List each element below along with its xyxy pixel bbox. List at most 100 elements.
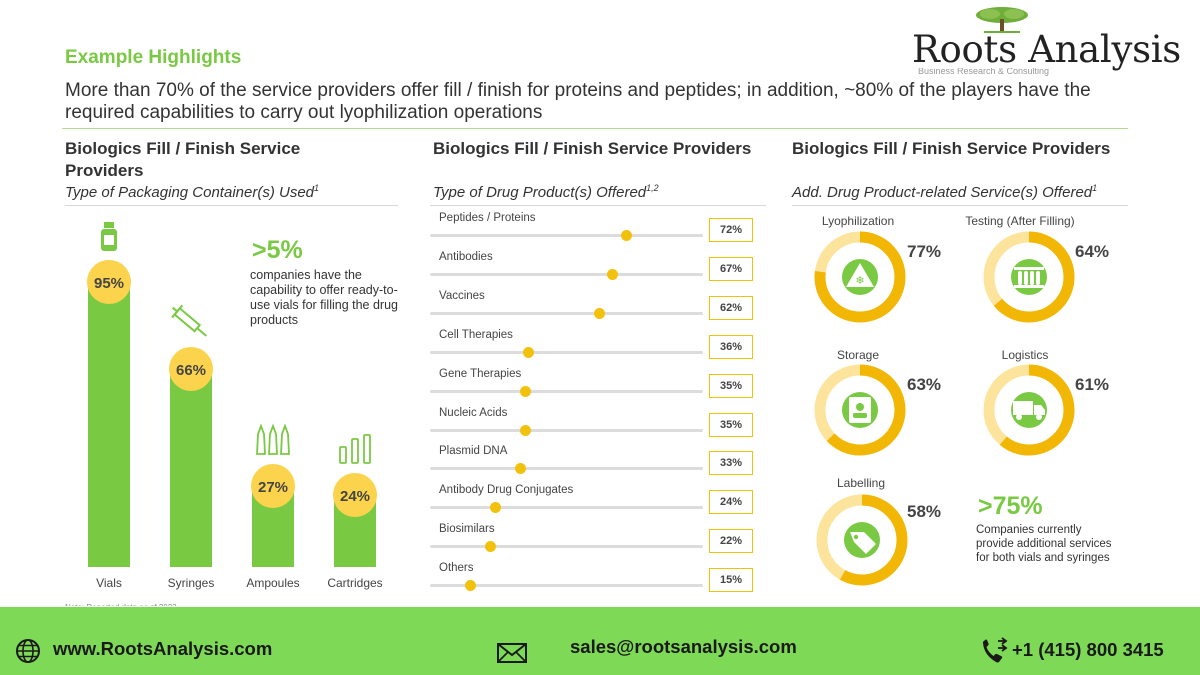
slider-label: Vaccines — [439, 289, 485, 302]
slider-value-box: 36% — [709, 334, 753, 359]
donut-filled-arc — [983, 364, 1075, 456]
panel3-callout-text: Companies currently provide additional s… — [976, 524, 1112, 564]
donut-value-label: 64% — [1075, 242, 1110, 261]
phone-icon — [983, 637, 1008, 663]
slider-knob — [514, 463, 526, 475]
slider-row-vaccines: Vaccines 62% — [430, 290, 760, 326]
syringe-icon — [171, 304, 207, 337]
panel3-callout-value: >75% — [978, 492, 1043, 520]
email-link[interactable]: sales@rootsanalysis.com — [570, 636, 797, 657]
slider-knob — [484, 541, 496, 553]
bar-label-circle — [169, 347, 213, 391]
slider-row-gene-therapies: Gene Therapies 35% — [430, 368, 760, 404]
slider-row-antibody-drug-conjugates: Antibody Drug Conjugates 24% — [430, 484, 760, 520]
slider-track — [430, 350, 703, 354]
bar-value-label: 95% — [94, 275, 124, 292]
packaging-container-bar-chart: 95% Vials 66% Syringes 27% Ampoules 24% Cartrid… — [87, 222, 383, 590]
bar-group-syringes: 66% Syringes — [168, 304, 215, 590]
website-link[interactable]: www.RootsAnalysis.com — [53, 638, 273, 659]
slider-value-box: 15% — [709, 568, 753, 593]
bar-label-circle — [333, 473, 377, 517]
svg-text:❄: ❄ — [855, 274, 864, 287]
footer: www.RootsAnalysis.com sales@rootsanalysi… — [0, 607, 1200, 675]
slider-knob — [520, 385, 532, 397]
donut-filled-arc — [983, 231, 1075, 323]
donut-testing-after-filling — [983, 231, 1075, 323]
panel1-subtitle: Type of Packaging Container(s) Used1 — [65, 183, 320, 201]
donut-filled-arc — [814, 364, 906, 456]
slider-value-box: 33% — [709, 451, 753, 476]
category-label: Syringes — [168, 576, 215, 590]
cartridge-icon — [339, 434, 371, 464]
slider-track — [430, 272, 703, 276]
donut-label-labelling: Labelling — [836, 476, 886, 490]
slider-track — [430, 234, 703, 237]
page-title: Example Highlights — [65, 47, 242, 68]
email-icon — [497, 643, 527, 663]
bar-value-label: 24% — [340, 488, 370, 505]
donut-logistics — [983, 364, 1075, 456]
slider-label: Plasmid DNA — [439, 445, 508, 458]
phone-link[interactable]: +1 (415) 800 3415 — [1012, 639, 1164, 660]
bar-vials — [88, 282, 130, 567]
bar-label-circle — [87, 260, 131, 304]
slider-row-plasmid-dna: Plasmid DNA 33% — [430, 445, 760, 481]
bar-syringes — [170, 369, 212, 567]
donut-label-storage: Storage — [836, 348, 880, 362]
panel2-title: Biologics Fill / Finish Service Provider… — [433, 139, 752, 158]
slider-track — [430, 428, 703, 432]
slider-label: Gene Therapies — [439, 367, 522, 380]
category-label: Cartridges — [327, 576, 382, 590]
donut-lyophilization: ❄ — [814, 231, 906, 323]
slider-value-box: 67% — [709, 256, 753, 281]
slider-track — [430, 506, 703, 510]
slider-label: Cell Therapies — [439, 328, 513, 341]
bar-label-circle — [251, 464, 295, 508]
slider-value-box: 62% — [709, 295, 753, 320]
panel3-title: Biologics Fill / Finish Service Provider… — [792, 139, 1111, 158]
headline: More than 70% of the service providers o… — [65, 80, 1091, 123]
panel1-callout-text: companies have the capability to offer r… — [250, 268, 398, 327]
bar-group-vials: 95% Vials — [87, 222, 131, 590]
slider-knob — [607, 268, 619, 280]
snowflake-icon: ❄ — [846, 263, 874, 287]
slider-value-box: 22% — [709, 529, 753, 554]
slider-label: Nucleic Acids — [439, 406, 508, 419]
slider-row-others: Others 15% — [430, 562, 760, 598]
donut-value-label: 77% — [907, 242, 942, 261]
slider-row-antibodies: Antibodies 67% — [430, 251, 760, 287]
footnote: Note: Reported data as of 2023 — [65, 603, 215, 606]
slider-row-nucleic-acids: Nucleic Acids 35% — [430, 407, 760, 443]
slider-knob — [593, 307, 605, 319]
slider-track — [430, 545, 703, 549]
slider-track — [430, 584, 703, 588]
slider-value-box: 35% — [709, 373, 753, 398]
donut-icon-bg — [1011, 259, 1047, 295]
truck-icon — [1013, 401, 1045, 420]
panel3-rule — [792, 205, 1128, 206]
panel1-callout-value: >5% — [252, 236, 303, 264]
category-label: Vials — [96, 576, 122, 590]
slider-track — [430, 467, 703, 471]
bar-value-label: 66% — [176, 362, 206, 379]
slider-label: Peptides / Proteins — [439, 212, 536, 224]
panel1-rule — [65, 205, 398, 206]
panel3-subtitle: Add. Drug Product-related Service(s) Off… — [792, 183, 1098, 201]
donut-label-testing-after-filling: Testing (After Filling) — [965, 214, 1075, 228]
slider-track — [430, 311, 703, 315]
slider-label: Antibody Drug Conjugates — [439, 484, 574, 497]
slider-row-peptides-proteins: Peptides / Proteins 72% — [430, 212, 760, 248]
bar-group-cartridges: 24% Cartridges — [327, 434, 383, 590]
storage-icon — [849, 397, 871, 423]
divider — [62, 128, 1128, 129]
slider-label: Antibodies — [439, 250, 493, 263]
vial-icon — [101, 222, 117, 251]
panel1-title: Biologics Fill / Finish Service Provider… — [65, 139, 301, 180]
slider-track — [430, 389, 703, 393]
slider-knob — [520, 424, 532, 436]
tree-logo-icon — [976, 7, 1028, 33]
roots-analysis-logo: Roots Analysis Business Research & Consu… — [912, 6, 1194, 76]
donut-value-label: 63% — [907, 375, 942, 394]
bar-group-ampoules: 27% Ampoules — [246, 423, 300, 590]
panel2-subtitle: Type of Drug Product(s) Offered1,2 — [433, 183, 659, 201]
